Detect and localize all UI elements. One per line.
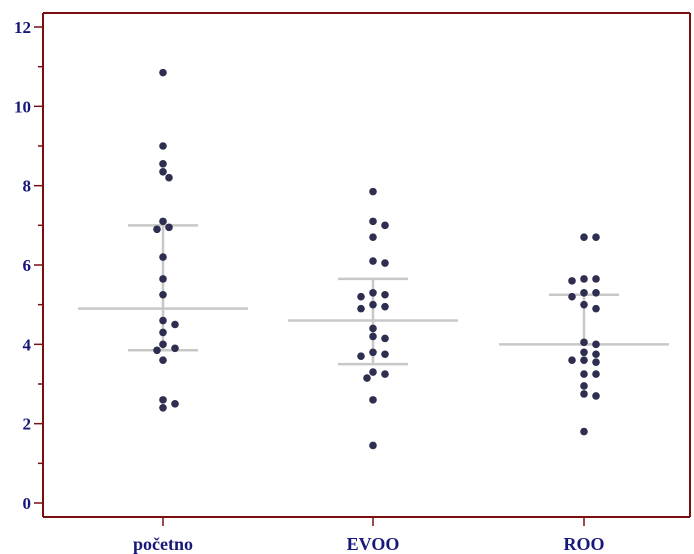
data-point — [369, 187, 377, 196]
axes-layer — [34, 12, 691, 526]
data-point — [580, 356, 588, 365]
x-category-label: EVOO — [347, 534, 400, 554]
x-category-label: ROO — [563, 534, 604, 554]
data-point — [357, 352, 365, 361]
data-point — [592, 275, 600, 283]
data-point — [592, 340, 600, 349]
data-point — [159, 142, 167, 150]
data-point — [381, 221, 389, 230]
data-point — [580, 275, 588, 283]
y-tick-label: 0 — [23, 494, 32, 513]
data-point — [568, 277, 576, 285]
data-point — [592, 288, 600, 297]
data-point — [153, 346, 161, 355]
data-point — [165, 223, 173, 232]
data-point — [381, 370, 389, 378]
data-point — [592, 392, 600, 400]
data-point — [159, 253, 167, 261]
data-points-layer — [153, 68, 600, 450]
data-point — [592, 304, 600, 313]
data-point — [159, 160, 167, 168]
data-point — [159, 396, 167, 404]
y-tick-label: 2 — [23, 415, 32, 434]
data-point — [568, 356, 576, 365]
data-point — [592, 233, 600, 242]
data-point — [159, 68, 167, 77]
labels-layer: 0 2 4 6 8 10 12 početno EVOO ROO — [14, 18, 605, 554]
data-point — [381, 350, 389, 359]
data-point — [369, 348, 377, 357]
data-point — [159, 217, 167, 226]
data-point — [159, 340, 167, 349]
data-point — [592, 370, 600, 378]
data-point — [159, 275, 167, 283]
data-point — [381, 334, 389, 343]
data-point — [159, 316, 167, 325]
data-point — [369, 300, 377, 309]
data-point — [159, 404, 167, 412]
data-point — [369, 233, 377, 242]
summary-lines-layer — [78, 224, 669, 366]
data-point — [580, 233, 588, 242]
x-category-label: početno — [133, 534, 193, 554]
data-point — [580, 348, 588, 357]
y-tick-label: 4 — [23, 335, 32, 354]
data-point — [153, 225, 161, 234]
data-point — [159, 328, 167, 337]
data-point — [171, 320, 179, 329]
data-point — [357, 292, 365, 301]
data-point — [165, 173, 173, 182]
y-tick-label: 10 — [14, 97, 31, 116]
data-point — [592, 350, 600, 359]
data-point — [580, 370, 588, 378]
data-point — [369, 368, 377, 376]
data-point — [369, 217, 377, 226]
data-point — [159, 356, 167, 365]
data-point — [369, 288, 377, 297]
data-point — [580, 390, 588, 398]
data-point — [369, 396, 377, 404]
y-tick-label: 6 — [23, 256, 32, 275]
data-point — [159, 290, 167, 299]
data-point — [568, 292, 576, 301]
data-point — [580, 382, 588, 390]
data-point — [580, 427, 588, 436]
data-point — [171, 400, 179, 408]
data-point — [580, 288, 588, 297]
data-point — [592, 358, 600, 366]
data-point — [369, 324, 377, 333]
data-point — [580, 300, 588, 309]
y-tick-label: 12 — [14, 18, 31, 37]
data-point — [381, 290, 389, 299]
data-point — [381, 259, 389, 267]
data-point — [369, 441, 377, 450]
data-point — [369, 332, 377, 341]
data-point — [580, 338, 588, 347]
data-point — [171, 344, 179, 353]
data-point — [357, 304, 365, 313]
data-point — [363, 374, 371, 382]
data-point — [159, 167, 167, 176]
data-point — [369, 257, 377, 265]
y-tick-label: 8 — [23, 177, 32, 196]
data-point — [381, 302, 389, 311]
